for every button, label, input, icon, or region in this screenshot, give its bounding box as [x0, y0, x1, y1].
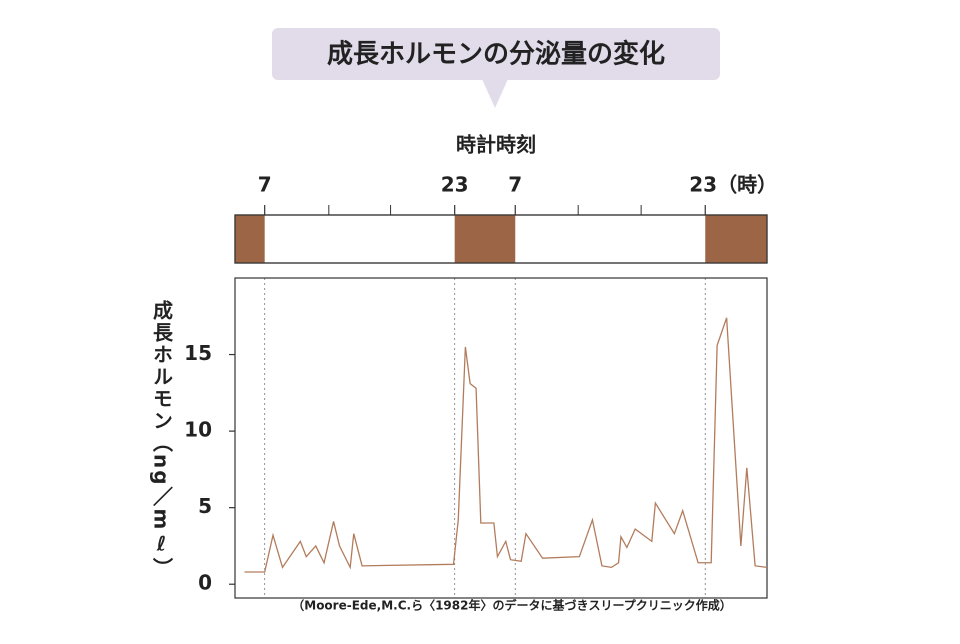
y-axis-title: 成長ホルモン（ng／mℓ） [150, 299, 174, 580]
x-tick-label: 23（時） [689, 173, 777, 197]
sleep-period [705, 215, 767, 263]
footnote: （Moore-Ede,M.C.ら〈1982年〉のデータに基づきスリープクリニック… [292, 598, 732, 613]
x-axis-title: 時計時刻 [456, 133, 536, 157]
chart-title: 成長ホルモンの分泌量の変化 [327, 39, 665, 70]
data-line [244, 317, 768, 573]
y-tick-label: 5 [198, 494, 212, 518]
y-tick-label: 0 [198, 571, 212, 595]
plot-frame [234, 277, 768, 599]
x-tick-label: 7 [258, 173, 272, 197]
title-bubble [272, 28, 720, 80]
y-tick-label: 15 [184, 341, 212, 365]
sleep-period [235, 215, 265, 263]
y-tick-label: 10 [184, 418, 212, 442]
x-tick-label: 7 [508, 173, 522, 197]
title-pointer [482, 79, 508, 108]
x-tick-label: 23 [441, 173, 469, 197]
sleep-period [454, 215, 516, 263]
sleep-bar-border [234, 214, 768, 264]
